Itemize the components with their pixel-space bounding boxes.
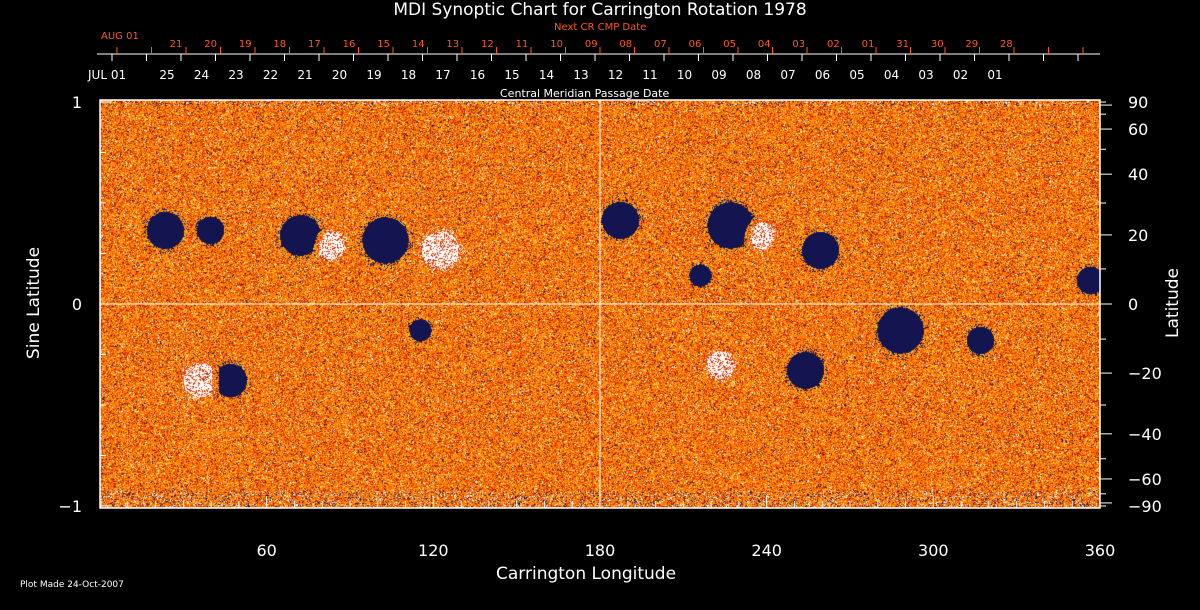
next-cr-date: 05 [723,39,736,50]
top-axis-date: 12 [608,68,623,82]
top-axis-date: 02 [953,68,968,82]
next-cr-date: 07 [654,39,667,50]
next-cr-date: 01 [862,39,875,50]
top-axis-date: 01 [987,68,1002,82]
next-cr-date: 14 [412,39,425,50]
next-cr-date: 12 [481,39,494,50]
right-tick-label: 90 [1128,93,1148,112]
top-axis-date: 18 [401,68,416,82]
x-tick-label: 120 [418,541,449,560]
top-axis-date: 15 [504,68,519,82]
left-tick-label: 0 [72,295,82,314]
x-tick-label: 240 [751,541,782,560]
top-axis-date: 06 [815,68,830,82]
next-cr-label: Next CR CMP Date [554,22,647,33]
next-cr-date: 03 [792,39,805,50]
top-axis-date: 25 [159,68,174,82]
top-axis-date: 07 [780,68,795,82]
next-cr-date: 13 [446,39,459,50]
x-tick-label: 180 [585,541,616,560]
top-axis-date: 13 [573,68,588,82]
x-tick-label: 300 [918,541,949,560]
next-cr-date: 09 [585,39,598,50]
next-cr-date: 29 [965,39,978,50]
top-axis-date: 10 [677,68,692,82]
next-cr-start: AUG 01 [101,31,139,42]
top-axis-date: 09 [711,68,726,82]
top-axis-date: 21 [297,68,312,82]
next-cr-date: 30 [931,39,944,50]
right-tick-label: −60 [1128,470,1162,489]
next-cr-date: 10 [550,39,563,50]
next-cr-date: 31 [896,39,909,50]
x-tick-label: 360 [1085,541,1116,560]
top-axis-date: 08 [746,68,761,82]
top-axis-date: 20 [332,68,347,82]
next-cr-date: 20 [204,39,217,50]
right-tick-label: −20 [1128,364,1162,383]
next-cr-date: 21 [170,39,183,50]
right-tick-label: 0 [1128,295,1138,314]
next-cr-date: 08 [619,39,632,50]
top-axis-date: 14 [539,68,554,82]
next-cr-date: 18 [273,39,286,50]
right-tick-label: −40 [1128,425,1162,444]
next-cr-date: 28 [1000,39,1013,50]
plot-made-footer: Plot Made 24-Oct-2007 [20,580,124,590]
top-axis-date: 03 [918,68,933,82]
next-cr-date: 16 [343,39,356,50]
next-cr-date: 02 [827,39,840,50]
top-axis-date: 23 [228,68,243,82]
x-axis-label: Carrington Longitude [496,564,677,584]
next-cr-date: 19 [239,39,252,50]
next-cr-date: 04 [758,39,771,50]
next-cr-date: 17 [308,39,321,50]
right-tick-label: 40 [1128,165,1148,184]
top-axis-start: JUL 01 [88,68,127,82]
next-cr-date: 15 [377,39,390,50]
next-cr-date: 06 [689,39,702,50]
top-axis-date: 17 [435,68,450,82]
x-tick-label: 60 [256,541,276,560]
right-tick-label: −90 [1128,497,1162,516]
top-axis-label: Central Meridian Passage Date [500,87,670,100]
right-tick-label: 60 [1128,120,1148,139]
next-cr-date: 11 [516,39,529,50]
top-axis-date: 22 [263,68,278,82]
left-tick-label: −1 [58,497,82,516]
top-axis-date: 05 [849,68,864,82]
left-tick-label: 1 [72,93,82,112]
top-axis-date: 11 [642,68,657,82]
right-tick-label: 20 [1128,226,1148,245]
top-axis-date: 16 [470,68,485,82]
chart-title: MDI Synoptic Chart for Carrington Rotati… [393,0,807,20]
top-axis-date: 24 [194,68,209,82]
top-axis-date: 04 [884,68,899,82]
top-axis-date: 19 [366,68,381,82]
